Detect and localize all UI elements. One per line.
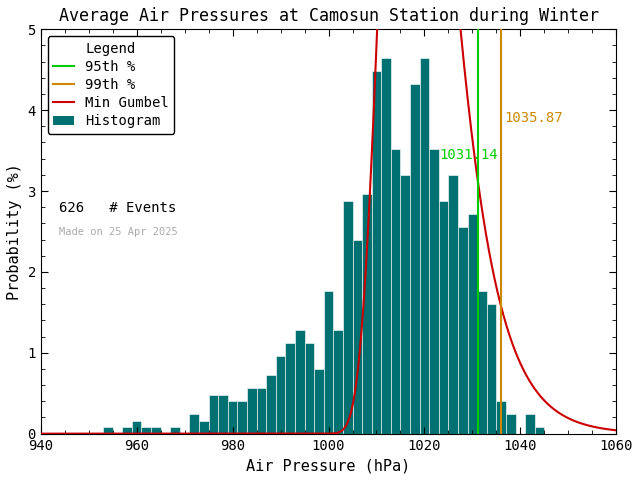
Legend: 95th %, 99th %, Min Gumbel, Histogram: 95th %, 99th %, Min Gumbel, Histogram [48, 36, 175, 134]
Bar [266, 375, 276, 433]
Bar [391, 149, 401, 433]
Bar [151, 427, 161, 433]
Bar [362, 194, 372, 433]
Bar [343, 201, 353, 433]
Bar [372, 72, 381, 433]
Bar [199, 420, 209, 433]
Bar [141, 427, 151, 433]
Bar [103, 427, 113, 433]
Bar [237, 401, 247, 433]
Bar [324, 291, 333, 433]
Bar [285, 343, 295, 433]
X-axis label: Air Pressure (hPa): Air Pressure (hPa) [246, 458, 411, 473]
Text: Made on 25 Apr 2025: Made on 25 Apr 2025 [59, 228, 178, 238]
Bar [381, 59, 391, 433]
Text: 1031.14: 1031.14 [440, 148, 498, 162]
Bar [410, 84, 420, 433]
Bar [305, 343, 314, 433]
Bar [401, 175, 410, 433]
Bar [487, 304, 497, 433]
Bar [170, 427, 180, 433]
Y-axis label: Probability (%): Probability (%) [7, 163, 22, 300]
Bar [209, 395, 218, 433]
Bar [429, 149, 439, 433]
Bar [535, 427, 545, 433]
Bar [122, 427, 132, 433]
Bar [276, 356, 285, 433]
Bar [228, 401, 237, 433]
Bar [353, 240, 362, 433]
Bar [506, 414, 516, 433]
Bar [314, 369, 324, 433]
Bar [257, 388, 266, 433]
Text: 1035.87: 1035.87 [504, 111, 563, 125]
Bar [132, 420, 141, 433]
Bar [497, 401, 506, 433]
Bar [295, 330, 305, 433]
Bar [449, 175, 458, 433]
Bar [333, 330, 343, 433]
Bar [477, 291, 487, 433]
Bar [218, 395, 228, 433]
Bar [247, 388, 257, 433]
Title: Average Air Pressures at Camosun Station during Winter: Average Air Pressures at Camosun Station… [58, 7, 598, 25]
Bar [189, 414, 199, 433]
Bar [439, 201, 449, 433]
Bar [468, 214, 477, 433]
Text: 626   # Events: 626 # Events [59, 201, 177, 215]
Bar [458, 227, 468, 433]
Bar [525, 414, 535, 433]
Bar [420, 59, 429, 433]
